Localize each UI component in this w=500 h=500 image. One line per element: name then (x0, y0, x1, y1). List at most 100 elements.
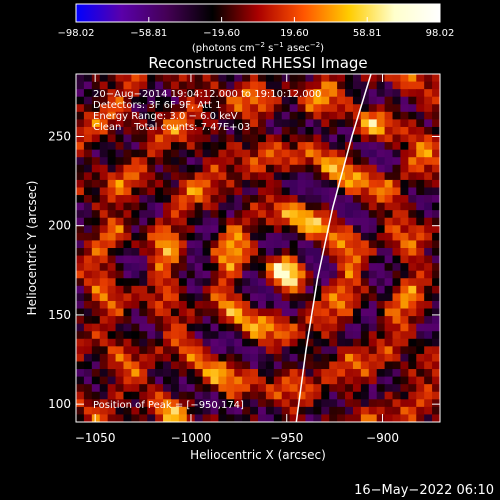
heatmap-cell (432, 134, 440, 143)
heatmap-cell (297, 248, 307, 257)
heatmap-cell (250, 278, 259, 287)
heatmap-cell (186, 346, 196, 355)
heatmap-cell (186, 240, 196, 249)
heatmap-cell (424, 202, 433, 211)
heatmap-cell (400, 225, 409, 234)
heatmap-cell (432, 172, 440, 181)
heatmap-cell (313, 210, 322, 219)
heatmap-cell (91, 391, 101, 400)
heatmap-cell (408, 104, 417, 113)
heatmap-cell (139, 338, 148, 347)
heatmap-cell (115, 270, 125, 279)
heatmap-cell (83, 323, 93, 332)
heatmap-cell (345, 217, 354, 226)
heatmap-cell (384, 308, 394, 317)
heatmap-cell (170, 323, 180, 332)
heatmap-cell (360, 74, 370, 83)
heatmap-cell (392, 142, 402, 151)
heatmap-cell (329, 293, 338, 302)
heatmap-cell (178, 179, 188, 189)
heatmap-cell (289, 406, 299, 416)
heatmap-cell (226, 346, 235, 355)
colorbar-ticks: −98.02 −58.81 −19.60 19.60 58.81 98.02 (57, 17, 454, 39)
heatmap-cell (226, 300, 235, 310)
heatmap-cell (234, 164, 243, 173)
heatmap-cell (265, 331, 275, 340)
heatmap-cell (139, 119, 148, 128)
heatmap-cell (83, 74, 93, 83)
x-tick-label: −950 (270, 431, 303, 445)
heatmap-cell (202, 157, 212, 166)
heatmap-cell (392, 89, 402, 98)
heatmap-cell (170, 157, 180, 166)
heatmap-cell (163, 142, 172, 151)
heatmap-cell (408, 255, 417, 264)
heatmap-cell (131, 399, 140, 408)
heatmap-cell (273, 399, 283, 408)
heatmap-cell (360, 119, 370, 128)
heatmap-cell (186, 316, 196, 325)
heatmap-cell (305, 111, 314, 120)
heatmap-cell (376, 293, 386, 302)
heatmap-cell (432, 111, 440, 120)
heatmap-cell (218, 316, 227, 325)
heatmap-cell (178, 142, 188, 151)
heatmap-cell (258, 217, 267, 226)
heatmap-cell (321, 179, 330, 189)
heatmap-cell (170, 369, 180, 378)
heatmap-cell (376, 331, 386, 340)
heatmap-cell (368, 195, 378, 204)
heatmap-cell (313, 346, 322, 355)
heatmap-cell (123, 263, 132, 272)
heatmap-cell (123, 187, 132, 196)
heatmap-cell (392, 308, 402, 317)
heatmap-cell (210, 210, 220, 219)
heatmap-cell (210, 81, 220, 90)
heatmap-cell (281, 263, 291, 272)
heatmap-cell (76, 142, 85, 151)
heatmap-cell (115, 149, 125, 158)
heatmap-cell (313, 248, 322, 257)
heatmap-cell (345, 376, 354, 385)
heatmap-cell (91, 376, 101, 385)
heatmap-cell (337, 225, 346, 234)
heatmap-cell (321, 255, 330, 264)
heatmap-cell (384, 323, 394, 332)
heatmap-cell (258, 240, 267, 249)
heatmap-cell (289, 316, 299, 325)
heatmap-cell (250, 126, 259, 136)
heatmap-cell (424, 157, 433, 166)
heatmap-cell (289, 225, 299, 234)
heatmap-cell (178, 119, 188, 128)
heatmap-cell (202, 172, 212, 181)
heatmap-cell (337, 187, 346, 196)
heatmap-cell (289, 376, 299, 385)
heatmap-cell (123, 157, 132, 166)
heatmap-cell (250, 149, 259, 158)
heatmap-cell (83, 225, 93, 234)
heatmap-cell (400, 248, 409, 257)
heatmap-cell (155, 96, 164, 105)
heatmap-cell (345, 414, 354, 422)
heatmap-cell (178, 164, 188, 173)
heatmap-cell (289, 134, 299, 143)
heatmap-cell (123, 89, 132, 98)
heatmap-cell (258, 164, 267, 173)
heatmap-cell (210, 353, 220, 363)
heatmap-cell (91, 255, 101, 264)
heatmap-cell (234, 195, 243, 204)
heatmap-cell (321, 111, 330, 120)
heatmap-cell (313, 126, 322, 136)
heatmap-cell (305, 157, 314, 166)
heatmap-cell (329, 134, 338, 143)
heatmap-cell (147, 338, 156, 347)
heatmap-cell (226, 316, 235, 325)
heatmap-cell (368, 240, 378, 249)
heatmap-cell (242, 285, 251, 294)
heatmap-cell (234, 391, 243, 400)
heatmap-cell (250, 308, 259, 317)
heatmap-cell (170, 331, 180, 340)
heatmap-cell (139, 384, 148, 393)
heatmap-cell (384, 179, 394, 189)
heatmap-cell (107, 111, 117, 120)
